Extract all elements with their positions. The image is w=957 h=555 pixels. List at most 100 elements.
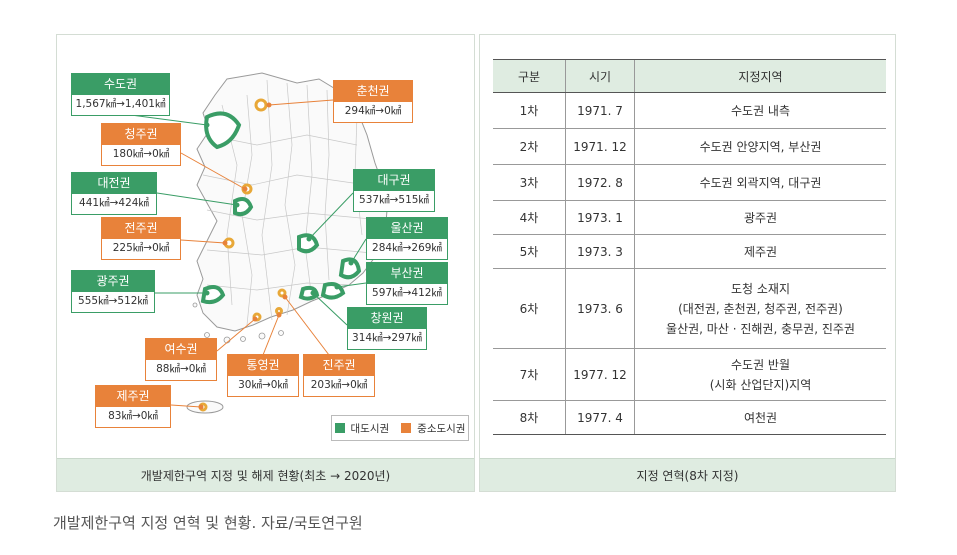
cell-area-line: 수도권 외곽지역, 대구권 — [699, 175, 822, 190]
region-name: 여수권 — [146, 339, 216, 360]
region-change: 537㎢→515㎢ — [354, 191, 434, 211]
region-name: 통영권 — [228, 355, 298, 376]
region-label-jinju: 진주권 203㎢→0㎢ — [303, 354, 375, 397]
cell-date: 1973. 1 — [565, 200, 635, 235]
metro-areas — [200, 111, 362, 305]
cell-order: 3차 — [493, 164, 566, 201]
small-leader-lines — [170, 99, 334, 410]
header-order: 구분 — [493, 59, 566, 93]
korea-mainland-outline — [196, 72, 388, 332]
table-row: 2차 1971. 12 수도권 안양지역, 부산권 — [493, 128, 886, 165]
region-change: 83㎢→0㎢ — [96, 407, 170, 427]
region-change: 441㎢→424㎢ — [72, 194, 156, 214]
region-change: 555㎢→512㎢ — [72, 292, 154, 312]
region-name: 대전권 — [72, 173, 156, 194]
cell-order: 4차 — [493, 200, 566, 235]
region-label-sudogwon: 수도권 1,567㎢→1,401㎢ — [71, 73, 170, 116]
region-name: 진주권 — [304, 355, 374, 376]
region-name: 대구권 — [354, 170, 434, 191]
region-name: 춘천권 — [334, 81, 412, 102]
designation-history-table: 구분 시기 지정지역 1차 1971. 7 수도권 내측 2차 1971. 12 수도권 … — [493, 59, 886, 435]
cell-date: 1973. 3 — [565, 234, 635, 269]
region-change: 314㎢→297㎢ — [348, 329, 426, 349]
region-label-daegu: 대구권 537㎢→515㎢ — [353, 169, 435, 212]
region-name: 수도권 — [72, 74, 169, 95]
cell-area-line: (대전권, 춘천권, 청주권, 전주권) — [678, 301, 843, 316]
map-legend: 대도시권 중소도시권 — [331, 415, 469, 441]
map-caption: 개발제한구역 지정 및 해제 현황(최초 → 2020년) — [57, 458, 474, 491]
region-change: 225㎢→0㎢ — [102, 239, 180, 259]
cell-order: 8차 — [493, 400, 566, 435]
cell-area: 수도권 안양지역, 부산권 — [634, 128, 886, 165]
region-name: 제주권 — [96, 386, 170, 407]
legend-small-label: 중소도시권 — [417, 422, 466, 435]
cell-area-line: 울산권, 마산 · 진해권, 충무권, 진주권 — [666, 321, 855, 336]
region-change: 597㎢→412㎢ — [367, 284, 447, 304]
region-label-ulsan: 울산권 284㎢→269㎢ — [366, 217, 448, 260]
table-row: 7차 1977. 12 수도권 반월 (시화 산업단지)지역 — [493, 348, 886, 401]
region-change: 30㎢→0㎢ — [228, 376, 298, 396]
area-daegu — [297, 233, 320, 254]
cell-date: 1973. 6 — [565, 268, 635, 349]
region-label-busan: 부산권 597㎢→412㎢ — [366, 262, 448, 305]
cell-area: 제주권 — [634, 234, 886, 269]
table-row: 4차 1973. 1 광주권 — [493, 200, 886, 235]
table-row: 5차 1973. 3 제주권 — [493, 234, 886, 269]
region-label-yeosu: 여수권 88㎢→0㎢ — [145, 338, 217, 381]
cell-area-line: 수도권 반월 — [730, 357, 790, 372]
header-area: 지정지역 — [634, 59, 886, 93]
cell-area: 수도권 반월 (시화 산업단지)지역 — [634, 348, 886, 401]
cell-date: 1971. 7 — [565, 92, 635, 129]
legend-metro-swatch — [334, 423, 345, 433]
cell-order: 1차 — [493, 92, 566, 129]
cell-order: 7차 — [493, 348, 566, 401]
footer-caption: 개발제한구역 지정 연혁 및 현황. 자료/국토연구원 — [53, 514, 363, 532]
region-change: 294㎢→0㎢ — [334, 102, 412, 122]
legend-metro-label: 대도시권 — [350, 422, 390, 435]
legend-small-swatch — [401, 423, 412, 433]
region-label-jeonju: 전주권 225㎢→0㎢ — [101, 217, 181, 260]
region-change: 180㎢→0㎢ — [102, 145, 180, 165]
table-row: 6차 1973. 6 도청 소재지 (대전권, 춘천권, 청주권, 전주권) 울산권, … — [493, 268, 886, 349]
cell-area: 수도권 외곽지역, 대구권 — [634, 164, 886, 201]
region-name: 광주권 — [72, 271, 154, 292]
cell-order: 5차 — [493, 234, 566, 269]
cell-date: 1971. 12 — [565, 128, 635, 165]
cell-order: 2차 — [493, 128, 566, 165]
area-busan — [320, 282, 346, 300]
region-name: 울산권 — [367, 218, 447, 239]
region-change: 88㎢→0㎢ — [146, 360, 216, 380]
table-header-row: 구분 시기 지정지역 — [493, 59, 886, 93]
region-name: 창원권 — [348, 308, 426, 329]
cell-area: 수도권 내측 — [634, 92, 886, 129]
cell-area-line: 수도권 내측 — [730, 103, 790, 118]
region-name: 부산권 — [367, 263, 447, 284]
table-panel: 구분 시기 지정지역 1차 1971. 7 수도권 내측 2차 1971. 12 수도권 … — [479, 34, 896, 492]
region-label-gwangju: 광주권 555㎢→512㎢ — [71, 270, 155, 313]
table-row: 8차 1977. 4 여천권 — [493, 400, 886, 435]
metro-leader-lines — [130, 114, 367, 326]
region-label-changwon: 창원권 314㎢→297㎢ — [347, 307, 427, 350]
header-date: 시기 — [565, 59, 635, 93]
area-ulsan — [338, 257, 362, 280]
table-row: 1차 1971. 7 수도권 내측 — [493, 92, 886, 129]
region-label-chuncheon: 춘천권 294㎢→0㎢ — [333, 80, 413, 123]
region-change: 203㎢→0㎢ — [304, 376, 374, 396]
small-areas — [198, 98, 287, 412]
korea-map — [130, 72, 388, 414]
region-change: 284㎢→269㎢ — [367, 239, 447, 259]
cell-area-line: 제주권 — [743, 244, 778, 259]
area-sudogwon — [204, 111, 242, 150]
cell-date: 1977. 4 — [565, 400, 635, 435]
cell-area: 광주권 — [634, 200, 886, 235]
table-caption: 지정 연혁(8차 지정) — [480, 458, 895, 491]
area-jinju — [277, 288, 287, 298]
table-row: 3차 1972. 8 수도권 외곽지역, 대구권 — [493, 164, 886, 201]
region-name: 청주권 — [102, 124, 180, 145]
cell-order: 6차 — [493, 268, 566, 349]
region-name: 전주권 — [102, 218, 180, 239]
cell-area-line: 광주권 — [743, 210, 778, 225]
cell-area-line: 수도권 안양지역, 부산권 — [699, 139, 822, 154]
cell-area-line: 여천권 — [743, 410, 778, 425]
region-label-tongyeong: 통영권 30㎢→0㎢ — [227, 354, 299, 397]
